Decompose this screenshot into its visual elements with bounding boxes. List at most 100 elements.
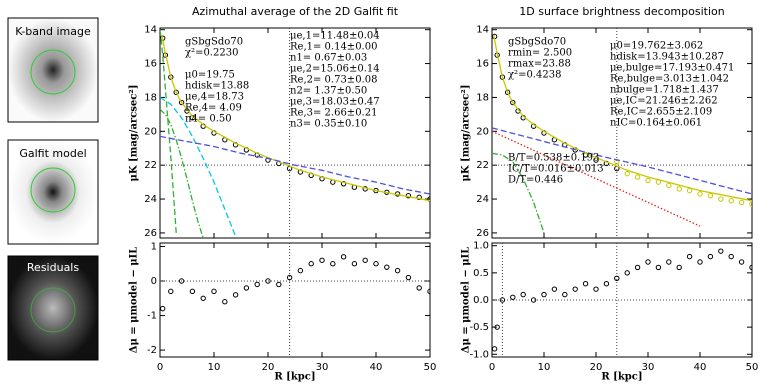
data-point [499, 297, 506, 303]
data-point [362, 257, 368, 263]
data-point [707, 192, 714, 199]
annotation: Re,4= 4.09 [185, 103, 242, 114]
annotation: gSbgSdo70 [508, 37, 566, 48]
x-axis-label: R [kpc] [274, 372, 315, 383]
data-point [405, 274, 412, 281]
series-group [160, 254, 430, 312]
residual-image [7, 255, 99, 361]
x-tick-label: 0 [157, 362, 163, 373]
x-tick-label: 30 [642, 362, 655, 373]
y-tick-label: 20 [476, 126, 489, 137]
x-axis-label: R [kpc] [601, 372, 642, 383]
data-point [330, 261, 336, 267]
annotation: n4= 0.50 [185, 114, 232, 125]
y-tick-label: 26 [476, 228, 489, 239]
model-curve [492, 130, 701, 227]
annotation: Re,IC=2.655±2.109 [610, 107, 712, 118]
plot-area: 0 10 20 30 40 50 -2 -1 0 1 [147, 241, 436, 373]
y-tick-label: 14 [144, 25, 157, 36]
data-point [173, 89, 179, 96]
annotation: nbulge=1.718±1.437 [610, 85, 719, 96]
y-tick-label: 26 [144, 228, 157, 239]
series-group [492, 33, 752, 234]
data-point [738, 259, 745, 265]
y-tick-label: 22 [476, 160, 489, 171]
model-curve [160, 135, 430, 195]
annotation: n3= 0.35±0.10 [290, 119, 367, 130]
annotation: IC/T=0.016±0.013 [508, 164, 604, 175]
model-curve [160, 96, 237, 237]
plot-area: 14 16 18 20 22 24 26 [476, 25, 753, 239]
y-tick-label: 14 [476, 25, 489, 36]
x-tick-label: 20 [262, 362, 275, 373]
y-tick-label: -0.5 [469, 322, 489, 333]
annotation: n1= 0.67±0.03 [290, 53, 367, 64]
data-point [634, 264, 641, 271]
y-tick-label: 0.0 [473, 295, 489, 306]
data-point [655, 264, 662, 271]
annotation: Re,1= 0.14±0.00 [290, 42, 377, 53]
annotation: n2= 1.37±0.50 [290, 86, 367, 97]
annotation: hdisk=13.88 [185, 81, 249, 92]
chart-title: 1D surface brightness decomposition [519, 5, 724, 18]
data-point [178, 278, 185, 284]
data-point [222, 299, 228, 305]
data-point [286, 274, 293, 281]
data-point [492, 346, 498, 352]
data-point [351, 261, 358, 267]
y-tick-label: 24 [476, 194, 489, 205]
data-point [707, 253, 714, 260]
model-curve [492, 152, 545, 234]
data-point [297, 267, 304, 274]
data-point [427, 196, 430, 202]
data-point [416, 194, 422, 201]
x-tick-label: 40 [370, 362, 383, 373]
data-point [504, 89, 511, 96]
data-point [572, 286, 578, 292]
annotation: B/T=0.538±0.193 [508, 153, 599, 164]
series-group [492, 248, 752, 352]
data-point [494, 324, 500, 330]
data-point [308, 261, 314, 267]
data-point [373, 261, 379, 267]
data-point [178, 99, 185, 106]
model-image [7, 139, 99, 245]
annotation: μe,4=18.73 [185, 92, 244, 103]
data-point [520, 291, 526, 298]
data-point [384, 264, 390, 270]
data-point [728, 253, 734, 260]
y-tick-label: 24 [144, 194, 157, 205]
annotation: Re,2= 0.73±0.08 [290, 75, 377, 86]
data-point [718, 248, 724, 254]
x-tick-label: 50 [424, 362, 437, 373]
x-tick-label: 50 [746, 362, 759, 373]
y-axis-label: μK [mag/arcsec²] [129, 85, 140, 182]
y-axis-label: μK [mag/arcsec²] [461, 85, 472, 182]
data-point [624, 170, 630, 177]
y-tick-label: 0 [151, 276, 157, 287]
series-group [160, 29, 430, 238]
data-point [645, 259, 651, 265]
annotation: hdisk=13.943±10.287 [610, 52, 724, 63]
y-tick-label: -1.0 [469, 349, 489, 360]
data-point [551, 286, 558, 292]
y-tick-label: 18 [144, 92, 157, 103]
data-point [718, 196, 724, 202]
plot-frame [491, 27, 753, 239]
annotation: nIC=0.164±0.061 [610, 118, 702, 129]
y-tick-label: 0.5 [473, 268, 489, 279]
image-panels: K-band image Galfit model Residuals [7, 17, 99, 361]
data-point [749, 201, 752, 207]
y-tick-label: -2 [147, 345, 157, 356]
data-point [189, 288, 196, 295]
y-axis-label: Δμ = μmodel − μIL [461, 247, 472, 354]
y-tick-label: 18 [476, 92, 489, 103]
annotation: Re,bulge=3.013±1.042 [610, 74, 729, 85]
x-tick-label: 20 [590, 362, 603, 373]
annotation: rmin= 2.500 [508, 48, 572, 59]
image-label: K-band image [15, 25, 91, 38]
model-curve [160, 34, 430, 202]
data-point [416, 285, 422, 291]
data-point [676, 186, 682, 192]
